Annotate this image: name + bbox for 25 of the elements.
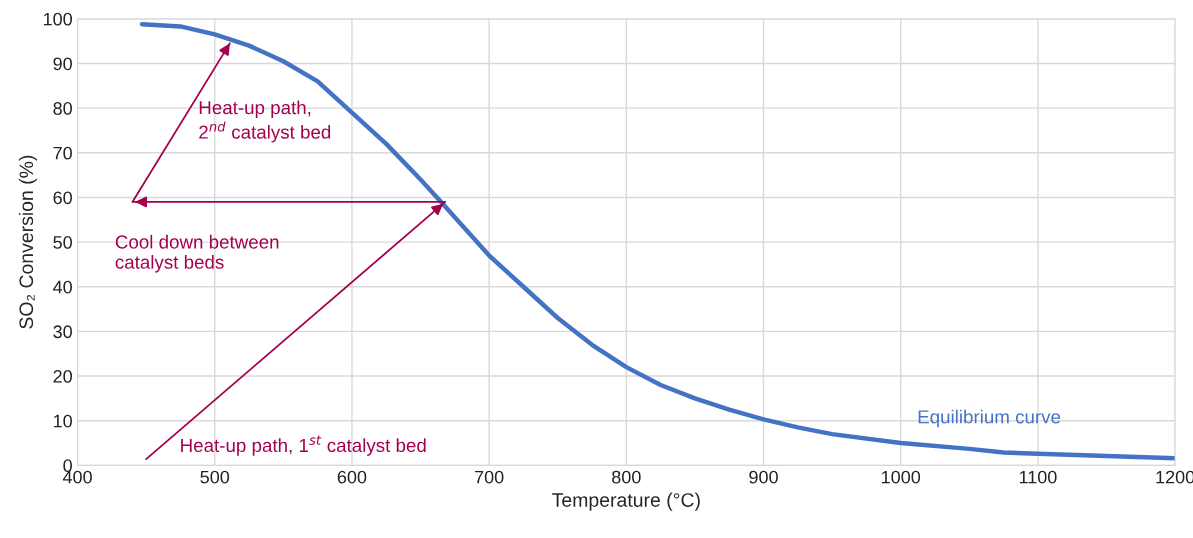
x-axis-title: Temperature (°C) xyxy=(552,492,700,511)
y-tick-label: 70 xyxy=(53,146,72,160)
x-tick-label: 1100 xyxy=(1019,470,1057,484)
x-tick-label: 400 xyxy=(62,470,92,484)
y-tick-label: 50 xyxy=(53,236,72,249)
y-tick-label: 0 xyxy=(63,459,72,473)
x-tick-label: 900 xyxy=(749,470,778,484)
annotation: Heat-up path, 2$^{nd}$ catalyst bed xyxy=(199,100,331,143)
y-tick-label: 80 xyxy=(53,102,72,115)
y-axis-title: SO₂ Conversion (%) xyxy=(18,155,37,329)
y-tick-label: 90 xyxy=(53,57,72,71)
y-tick-label: 10 xyxy=(53,414,72,428)
series-label: Equilibrium curve xyxy=(918,409,1061,428)
y-tick-label: 30 xyxy=(53,325,72,339)
x-tick-label: 700 xyxy=(474,470,504,484)
y-tick-label: 100 xyxy=(43,12,72,26)
y-tick-label: 60 xyxy=(53,191,72,205)
x-tick-label: 600 xyxy=(337,470,367,484)
x-tick-label: 500 xyxy=(200,470,230,484)
x-tick-label: 800 xyxy=(612,470,641,484)
y-tick-label: 20 xyxy=(53,370,72,383)
annotation: Cool down between catalyst beds xyxy=(115,234,279,273)
x-tick-label: 1000 xyxy=(882,470,921,484)
y-tick-label: 40 xyxy=(53,280,72,294)
annotation: Heat-up path, 1$^{st}$ catalyst bed xyxy=(181,435,426,456)
